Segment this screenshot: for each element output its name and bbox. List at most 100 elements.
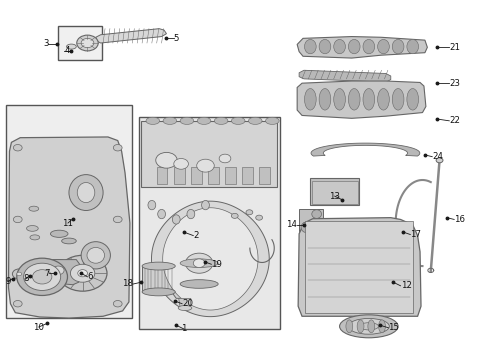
Text: 14: 14	[285, 220, 296, 229]
Ellipse shape	[231, 117, 244, 125]
Ellipse shape	[231, 213, 238, 219]
Ellipse shape	[58, 255, 107, 291]
Ellipse shape	[26, 226, 38, 231]
Ellipse shape	[180, 117, 193, 125]
Ellipse shape	[356, 320, 363, 333]
Ellipse shape	[345, 320, 352, 333]
Text: 12: 12	[400, 281, 411, 290]
Ellipse shape	[77, 183, 95, 203]
Ellipse shape	[172, 215, 180, 224]
Ellipse shape	[391, 40, 403, 54]
Ellipse shape	[158, 210, 165, 219]
Ellipse shape	[193, 259, 204, 267]
Ellipse shape	[29, 206, 39, 211]
Polygon shape	[163, 208, 258, 310]
Ellipse shape	[319, 89, 330, 110]
Text: 18: 18	[122, 279, 133, 288]
Ellipse shape	[113, 216, 122, 223]
Ellipse shape	[347, 89, 359, 110]
Ellipse shape	[77, 35, 98, 51]
Text: 13: 13	[328, 192, 340, 201]
Ellipse shape	[30, 235, 40, 240]
Text: 11: 11	[62, 219, 73, 228]
Ellipse shape	[173, 158, 188, 169]
Ellipse shape	[28, 265, 46, 278]
Ellipse shape	[81, 39, 94, 48]
Ellipse shape	[13, 216, 22, 223]
Ellipse shape	[339, 315, 397, 338]
Text: 19: 19	[211, 260, 222, 269]
Ellipse shape	[52, 266, 64, 275]
Text: 22: 22	[448, 116, 459, 125]
Ellipse shape	[362, 40, 374, 54]
Polygon shape	[297, 81, 425, 118]
Bar	[173, 167, 184, 184]
Ellipse shape	[12, 269, 26, 279]
Polygon shape	[178, 298, 190, 307]
Ellipse shape	[362, 89, 374, 110]
Text: 15: 15	[387, 323, 399, 332]
Ellipse shape	[196, 159, 214, 172]
Text: 2: 2	[193, 231, 199, 240]
Ellipse shape	[406, 89, 418, 110]
Ellipse shape	[311, 210, 321, 219]
Ellipse shape	[301, 222, 312, 233]
Polygon shape	[297, 37, 427, 58]
Ellipse shape	[66, 44, 76, 49]
Ellipse shape	[214, 117, 227, 125]
Ellipse shape	[378, 320, 385, 333]
Ellipse shape	[178, 248, 219, 278]
Ellipse shape	[304, 89, 316, 110]
Ellipse shape	[197, 117, 210, 125]
Text: 4: 4	[64, 46, 69, 55]
Text: 5: 5	[173, 34, 179, 43]
Bar	[224, 167, 235, 184]
Bar	[311, 181, 357, 204]
Ellipse shape	[13, 301, 22, 307]
Ellipse shape	[219, 154, 230, 163]
Ellipse shape	[17, 258, 67, 296]
Ellipse shape	[186, 210, 194, 219]
Ellipse shape	[377, 40, 388, 54]
Ellipse shape	[70, 264, 95, 282]
Ellipse shape	[265, 117, 279, 125]
Polygon shape	[151, 201, 269, 317]
Text: 21: 21	[448, 43, 459, 52]
Ellipse shape	[245, 210, 252, 215]
Ellipse shape	[313, 185, 330, 198]
Text: 9: 9	[5, 276, 11, 285]
Text: 17: 17	[409, 230, 421, 239]
Ellipse shape	[335, 185, 352, 198]
Text: 1: 1	[181, 324, 186, 333]
Bar	[299, 210, 322, 231]
Ellipse shape	[333, 40, 345, 54]
Bar	[310, 178, 358, 205]
Ellipse shape	[391, 89, 403, 110]
Bar	[305, 221, 412, 313]
Ellipse shape	[32, 270, 52, 284]
Polygon shape	[172, 284, 196, 298]
Text: 24: 24	[431, 152, 442, 161]
Ellipse shape	[333, 89, 345, 110]
Ellipse shape	[180, 280, 218, 288]
Bar	[242, 167, 252, 184]
Ellipse shape	[50, 230, 68, 237]
Ellipse shape	[367, 320, 374, 333]
Text: 16: 16	[453, 215, 464, 224]
Polygon shape	[298, 218, 420, 316]
Ellipse shape	[163, 117, 176, 125]
Ellipse shape	[113, 144, 122, 151]
Ellipse shape	[113, 301, 122, 307]
Ellipse shape	[17, 272, 21, 276]
Bar	[259, 167, 269, 184]
Ellipse shape	[185, 253, 212, 273]
Ellipse shape	[406, 40, 418, 54]
Ellipse shape	[347, 40, 359, 54]
Ellipse shape	[156, 152, 177, 168]
Ellipse shape	[304, 40, 316, 54]
Ellipse shape	[33, 269, 41, 274]
Ellipse shape	[248, 117, 262, 125]
Ellipse shape	[255, 215, 262, 220]
Ellipse shape	[435, 158, 442, 163]
Ellipse shape	[347, 319, 388, 334]
